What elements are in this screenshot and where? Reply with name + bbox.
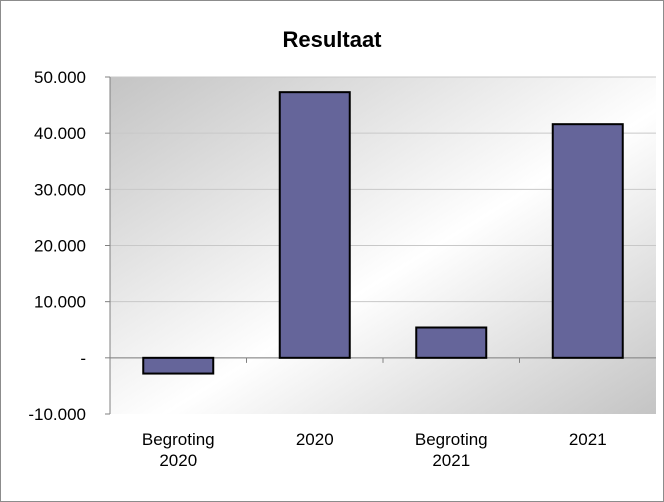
y-tick-label: 10.000 (34, 293, 86, 312)
x-tick-label: 2021 (569, 430, 607, 449)
bar (551, 123, 624, 359)
bar (142, 356, 215, 375)
chart-title: Resultaat (282, 27, 382, 52)
x-tick-label: 2020 (296, 430, 334, 449)
bar (415, 326, 488, 359)
x-tick-label: Begroting 2020 (142, 430, 215, 470)
y-tick-label: - (80, 349, 86, 368)
y-tick-label: -10.000 (28, 405, 86, 424)
y-tick-label: 50.000 (34, 68, 86, 87)
y-tick-label: 20.000 (34, 237, 86, 256)
y-tick-label: 40.000 (34, 124, 86, 143)
y-tick-label: 30.000 (34, 180, 86, 199)
bar (278, 91, 351, 359)
x-tick-label: Begroting 2021 (415, 430, 488, 470)
